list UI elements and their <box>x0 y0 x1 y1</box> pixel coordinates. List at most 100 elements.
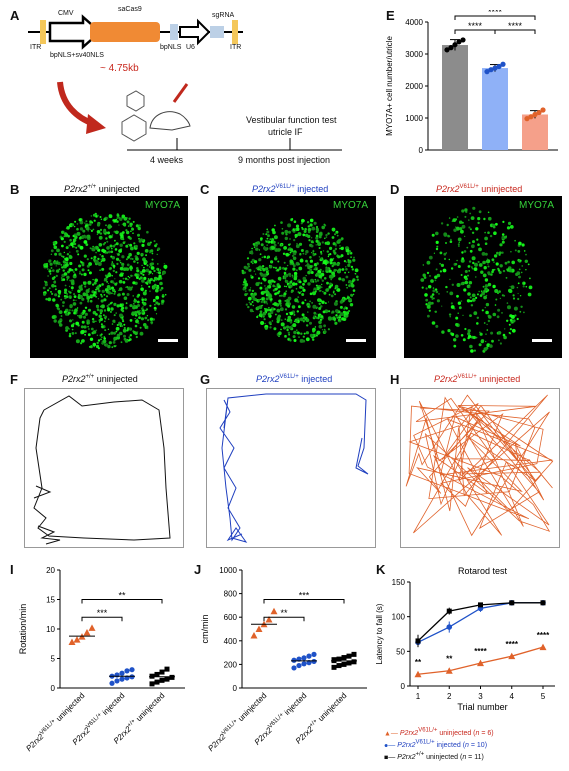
cell-dot <box>457 301 462 305</box>
cell-dot <box>523 282 526 285</box>
cell-dot <box>485 302 490 307</box>
cell-dot <box>312 252 314 254</box>
cell-dot <box>460 282 464 286</box>
cell-dot <box>112 244 116 248</box>
cell-dot <box>146 264 149 267</box>
cell-dot <box>90 229 93 232</box>
cell-dot <box>118 279 123 284</box>
cell-dot <box>267 285 270 288</box>
cell-dot <box>461 209 465 213</box>
panel-g-label: G <box>200 372 211 387</box>
cell-dot <box>458 306 462 310</box>
cell-dot <box>313 335 316 338</box>
cell-dot <box>258 299 261 302</box>
cell-dot <box>486 258 489 260</box>
cell-dot <box>143 257 145 259</box>
cell-dot <box>247 296 252 301</box>
cell-dot <box>305 318 310 323</box>
data-point <box>306 653 312 659</box>
cell-dot <box>318 320 322 325</box>
cell-dot <box>336 234 339 237</box>
cell-dot <box>163 264 168 269</box>
cell-dot <box>471 267 474 270</box>
y-tick-label: 4000 <box>405 18 423 27</box>
cell-dot <box>69 291 72 294</box>
y-tick-label: 0 <box>233 684 238 693</box>
cell-dot <box>66 253 70 256</box>
cell-dot <box>119 273 124 277</box>
cell-dot <box>248 288 252 292</box>
cell-dot <box>118 287 123 291</box>
cell-dot <box>275 313 278 316</box>
cell-dot <box>90 327 94 331</box>
cell-dot <box>113 339 115 342</box>
cell-dot <box>497 267 500 270</box>
cell-dot <box>297 291 300 293</box>
stain-label-b: MYO7A <box>144 200 180 211</box>
cell-dot <box>118 249 122 253</box>
cell-dot <box>345 261 347 263</box>
y-tick-label: 5 <box>51 655 56 664</box>
data-point <box>270 607 278 615</box>
cell-dot <box>476 322 479 325</box>
cell-dot <box>449 291 454 296</box>
cell-dot <box>329 258 333 262</box>
cell-dot <box>470 349 474 353</box>
cell-dot <box>306 221 310 224</box>
cell-dot <box>261 298 264 301</box>
cell-dot <box>350 265 354 269</box>
cell-dot <box>54 285 57 288</box>
cell-dot <box>318 256 321 258</box>
cell-dot <box>458 245 460 247</box>
cell-dot <box>244 290 247 293</box>
data-point <box>169 674 175 680</box>
cell-dot <box>252 304 255 307</box>
cell-dot <box>111 288 116 292</box>
cell-dot <box>93 291 97 294</box>
data-point <box>448 45 454 51</box>
cell-dot <box>279 307 284 312</box>
cell-dot <box>483 217 486 221</box>
cell-dot <box>133 260 136 263</box>
cell-dot <box>312 304 317 309</box>
cell-dot <box>104 343 109 347</box>
cell-dot <box>303 230 307 233</box>
cell-dot <box>484 278 489 282</box>
cell-dot <box>82 311 85 315</box>
cell-dot <box>339 245 341 247</box>
cell-dot <box>264 308 269 312</box>
cell-dot <box>326 250 329 253</box>
cell-dot <box>156 271 158 274</box>
cell-dot <box>312 338 315 341</box>
cell-dot <box>460 229 464 234</box>
cell-dot <box>449 316 451 318</box>
cell-dot <box>350 256 352 259</box>
cell-dot <box>90 215 93 217</box>
cell-dot <box>481 291 485 296</box>
cell-dot <box>464 270 468 273</box>
cell-dot <box>151 258 154 261</box>
y-tick-label: 3000 <box>405 50 423 59</box>
cell-dot <box>67 311 71 315</box>
cell-dot <box>75 339 80 344</box>
cell-dot <box>253 246 256 248</box>
cell-dot <box>128 339 131 342</box>
cell-dot <box>82 229 86 233</box>
cell-dot <box>331 311 334 314</box>
cell-dot <box>109 244 113 248</box>
cell-dot <box>425 287 428 290</box>
cell-dot <box>464 280 469 285</box>
data-point <box>346 653 352 659</box>
cell-dot <box>300 291 302 293</box>
cell-dot <box>347 259 349 261</box>
cell-dot <box>161 299 165 303</box>
cell-dot <box>243 265 247 269</box>
cell-dot <box>62 260 66 264</box>
cell-dot <box>288 272 292 276</box>
cell-dot <box>140 273 143 275</box>
cell-dot <box>132 220 135 223</box>
cell-dot <box>307 262 309 264</box>
cell-dot <box>318 232 323 237</box>
cell-dot <box>121 309 125 313</box>
cell-dot <box>315 287 318 290</box>
